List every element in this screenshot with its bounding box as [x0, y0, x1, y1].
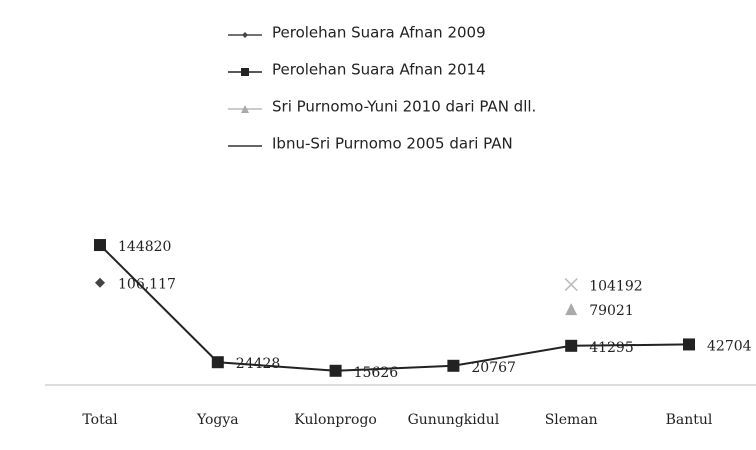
x-tick-label: Yogya	[196, 412, 239, 428]
data-label: 104192	[589, 279, 642, 295]
marker	[329, 364, 342, 377]
x-tick-label: Gunungkidul	[408, 412, 500, 428]
data-label: 106,117	[118, 277, 176, 293]
legend-label: Perolehan Suara Afnan 2009	[272, 24, 486, 42]
marker	[565, 303, 578, 316]
marker	[94, 239, 106, 252]
legend-label: Ibnu-Sri Purnomo 2005 dari PAN	[272, 135, 513, 153]
x-tick-label: Kulonprogo	[294, 412, 377, 428]
marker	[447, 359, 460, 372]
data-label: 20767	[471, 360, 516, 376]
marker	[564, 278, 578, 292]
marker	[95, 277, 105, 288]
legend-label: Perolehan Suara Afnan 2014	[272, 61, 486, 79]
data-label: 41295	[589, 340, 634, 356]
x-tick-label: Bantul	[666, 412, 713, 428]
legend-marker	[241, 105, 249, 113]
series-line	[99, 244, 690, 372]
marker	[211, 356, 224, 369]
legend-marker	[241, 68, 249, 76]
marker	[565, 339, 578, 352]
data-label: 15626	[354, 365, 399, 381]
x-tick-label: Total	[82, 412, 118, 428]
data-label: 42704	[707, 338, 752, 354]
data-label: 144820	[118, 239, 171, 255]
marker	[683, 338, 695, 351]
legend-label: Sri Purnomo-Yuni 2010 dari PAN dll.	[272, 98, 536, 116]
data-label: 24428	[236, 356, 281, 372]
legend-marker	[242, 32, 248, 38]
x-tick-label: Sleman	[545, 412, 598, 428]
data-label: 79021	[589, 303, 634, 319]
